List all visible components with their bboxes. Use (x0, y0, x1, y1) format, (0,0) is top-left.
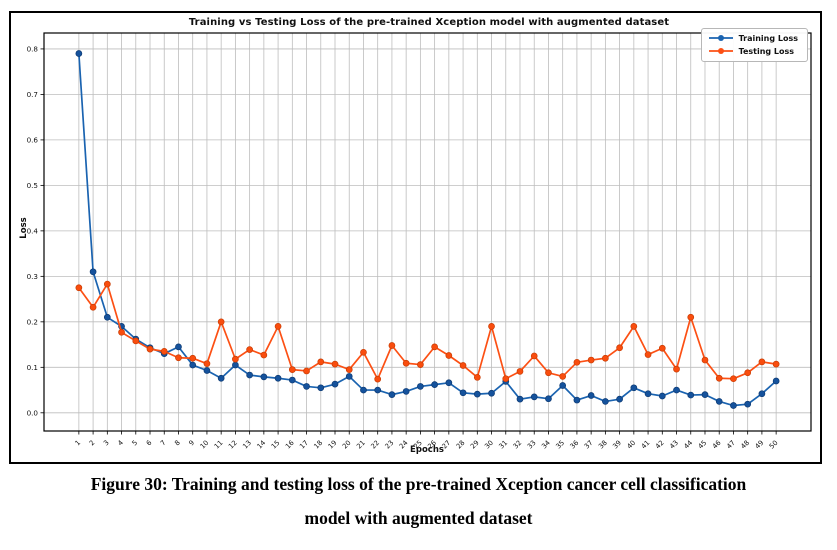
svg-text:0.3: 0.3 (27, 272, 38, 281)
svg-text:0.7: 0.7 (27, 90, 38, 99)
svg-text:0.1: 0.1 (27, 363, 38, 372)
svg-text:41: 41 (640, 439, 652, 451)
svg-text:0.4: 0.4 (27, 226, 39, 235)
svg-text:22: 22 (369, 439, 381, 451)
svg-text:32: 32 (512, 439, 524, 451)
svg-text:15: 15 (270, 439, 282, 451)
legend-label-testing: Testing Loss (738, 46, 795, 56)
svg-text:17: 17 (298, 439, 310, 451)
legend-label-training: Training Loss (738, 33, 798, 43)
svg-text:24: 24 (398, 439, 410, 451)
chart-title: Training vs Testing Loss of the pre-trai… (188, 17, 670, 28)
svg-text:35: 35 (554, 439, 566, 451)
svg-text:0.8: 0.8 (27, 44, 39, 53)
svg-text:18: 18 (312, 439, 324, 451)
svg-text:43: 43 (668, 439, 680, 451)
legend: Training Loss Testing Loss (700, 28, 808, 62)
svg-text:14: 14 (255, 439, 267, 451)
figure-caption: Figure 30: Training and testing loss of … (0, 474, 837, 529)
svg-text:47: 47 (725, 439, 737, 451)
svg-text:29: 29 (469, 439, 481, 451)
svg-text:12: 12 (227, 439, 239, 451)
svg-text:1: 1 (74, 439, 83, 448)
svg-text:25: 25 (412, 439, 424, 451)
svg-text:10: 10 (199, 439, 211, 451)
loss-chart: 1 2 3 4 5 6 7 8 9 10 11 12 13 14 15 16 17 18 19 20 21 22 23 24 2… (27, 32, 812, 451)
svg-text:37: 37 (583, 439, 595, 451)
caption-line-2: model with augmented dataset (304, 508, 533, 528)
svg-text:28: 28 (455, 439, 467, 451)
svg-text:3: 3 (102, 439, 111, 448)
svg-text:36: 36 (569, 439, 581, 451)
testing-loss-line-icon (708, 48, 733, 54)
svg-text:0.0: 0.0 (27, 408, 39, 417)
svg-text:20: 20 (341, 439, 353, 451)
svg-text:9: 9 (187, 439, 196, 448)
y-tick-labels: 0.0 0.1 0.2 0.3 0.4 0.5 0.6 0.7 0.8 (27, 44, 44, 417)
svg-text:39: 39 (611, 439, 623, 451)
svg-text:33: 33 (526, 439, 538, 451)
y-axis-label: Loss (19, 217, 29, 239)
legend-item-testing: Testing Loss (708, 46, 798, 56)
svg-text:5: 5 (130, 439, 139, 448)
svg-text:16: 16 (284, 439, 296, 451)
testing-loss-series (75, 280, 780, 383)
x-axis-label: Epochs (410, 445, 444, 455)
svg-text:23: 23 (384, 439, 396, 451)
training-loss-line-icon (708, 35, 733, 41)
svg-text:2: 2 (88, 439, 97, 448)
svg-text:45: 45 (697, 439, 709, 451)
svg-text:38: 38 (597, 439, 609, 451)
svg-text:50: 50 (768, 439, 780, 451)
svg-text:34: 34 (540, 439, 552, 451)
svg-text:31: 31 (497, 439, 509, 451)
svg-text:8: 8 (173, 439, 182, 448)
svg-text:49: 49 (754, 439, 766, 451)
svg-text:30: 30 (483, 439, 495, 451)
svg-text:26: 26 (426, 439, 438, 451)
x-tick-labels: 1 2 3 4 5 6 7 8 9 10 11 12 13 14 15 16 17 18 19 20 21 22 23 24 2… (74, 431, 780, 451)
svg-text:13: 13 (241, 439, 253, 451)
plot-border (43, 32, 812, 432)
svg-text:21: 21 (355, 439, 367, 451)
svg-text:40: 40 (625, 439, 637, 451)
svg-text:48: 48 (739, 439, 751, 451)
grid (44, 33, 811, 431)
svg-text:42: 42 (654, 439, 666, 451)
svg-text:44: 44 (682, 439, 694, 451)
svg-text:19: 19 (327, 439, 339, 451)
svg-text:11: 11 (213, 439, 225, 451)
legend-item-training: Training Loss (708, 33, 798, 43)
svg-text:27: 27 (440, 439, 452, 451)
svg-text:0.2: 0.2 (27, 317, 38, 326)
caption-line-1: Figure 30: Training and testing loss of … (90, 474, 747, 494)
svg-text:6: 6 (145, 439, 154, 448)
svg-text:0.6: 0.6 (27, 135, 39, 144)
svg-text:7: 7 (159, 439, 168, 448)
svg-text:0.5: 0.5 (27, 181, 38, 190)
svg-text:46: 46 (711, 439, 723, 451)
svg-text:4: 4 (116, 439, 125, 448)
figure-panel: Training vs Testing Loss of the pre-trai… (9, 11, 822, 464)
